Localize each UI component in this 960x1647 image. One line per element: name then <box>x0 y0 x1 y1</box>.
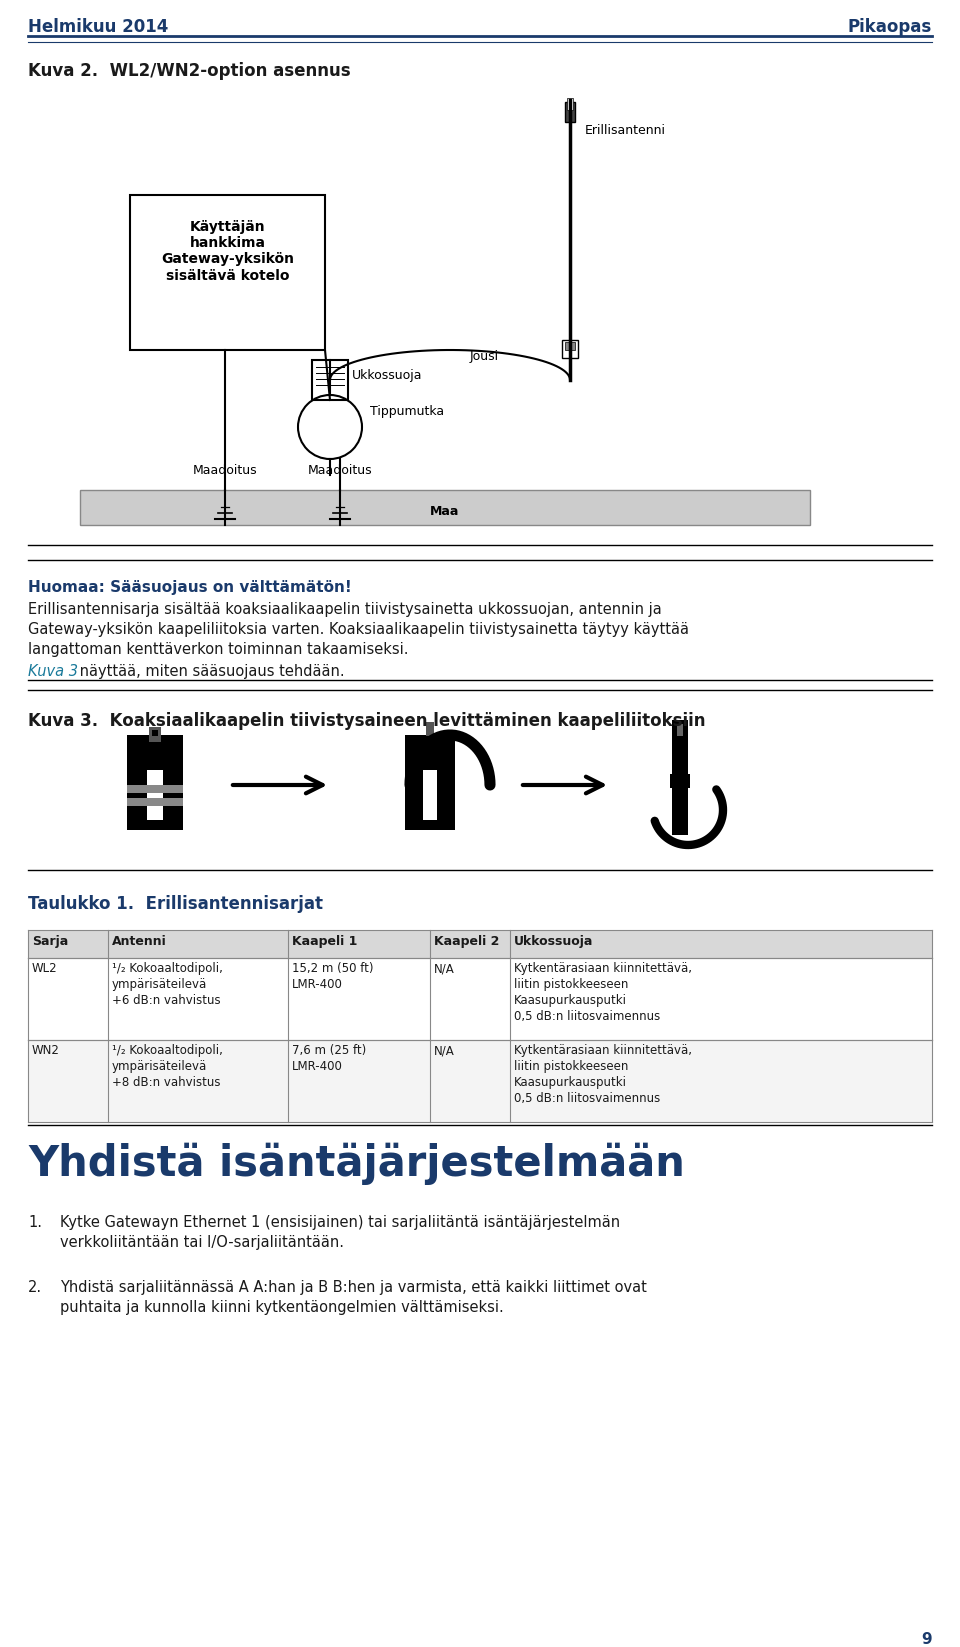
Bar <box>127 786 183 792</box>
Bar <box>567 99 573 110</box>
Bar <box>565 343 575 351</box>
Bar <box>147 771 163 820</box>
Text: Ukkossuoja: Ukkossuoja <box>514 935 593 949</box>
Text: Kytkentärasiaan kiinnitettävä,
liitin pistokkeeseen
Kaasupurkausputki
0,5 dB:n l: Kytkentärasiaan kiinnitettävä, liitin pi… <box>514 962 692 1023</box>
Text: Huomaa: Sääsuojaus on välttämätön!: Huomaa: Sääsuojaus on välttämätön! <box>28 580 351 595</box>
Bar <box>130 194 325 351</box>
Bar <box>312 361 348 400</box>
Text: 7,6 m (25 ft)
LMR-400: 7,6 m (25 ft) LMR-400 <box>292 1044 367 1072</box>
Bar <box>149 726 161 743</box>
Bar <box>426 721 434 736</box>
Text: Kuva 2.  WL2/WN2-option asennus: Kuva 2. WL2/WN2-option asennus <box>28 63 350 81</box>
Bar <box>405 735 455 830</box>
Bar <box>562 339 578 357</box>
Text: Kaapeli 1: Kaapeli 1 <box>292 935 357 949</box>
Text: N/A: N/A <box>434 1044 455 1057</box>
Text: Yhdistä sarjaliitännässä A A:han ja B B:hen ja varmista, että kaikki liittimet o: Yhdistä sarjaliitännässä A A:han ja B B:… <box>60 1280 647 1314</box>
Bar <box>565 102 575 122</box>
Text: Kuva 3.  Koaksiaalikaapelin tiivistysaineen levittäminen kaapeliliitoksiin: Kuva 3. Koaksiaalikaapelin tiivistysaine… <box>28 712 706 730</box>
Text: Pikaopas: Pikaopas <box>848 18 932 36</box>
Text: Tippumutka: Tippumutka <box>370 405 444 418</box>
Text: 1.: 1. <box>28 1215 42 1230</box>
Bar <box>677 725 683 736</box>
Text: 9: 9 <box>922 1632 932 1647</box>
Text: Kaapeli 2: Kaapeli 2 <box>434 935 499 949</box>
Text: N/A: N/A <box>434 962 455 975</box>
Bar <box>127 799 183 805</box>
Text: Kytke Gatewayn Ethernet 1 (ensisijainen) tai sarjaliitäntä isäntäjärjestelmän
ve: Kytke Gatewayn Ethernet 1 (ensisijainen)… <box>60 1215 620 1250</box>
Bar <box>80 491 810 525</box>
Text: Erillisantennisarja sisältää koaksiaalikaapelin tiivistysainetta ukkossuojan, an: Erillisantennisarja sisältää koaksiaalik… <box>28 603 689 657</box>
Text: Helmikuu 2014: Helmikuu 2014 <box>28 18 168 36</box>
Bar <box>28 1039 932 1122</box>
Text: Sarja: Sarja <box>32 935 68 949</box>
Text: ¹/₂ Kokoaaltodipoli,
ympärisäteilevä
+6 dB:n vahvistus: ¹/₂ Kokoaaltodipoli, ympärisäteilevä +6 … <box>112 962 223 1006</box>
Bar <box>28 931 932 959</box>
Text: Antenni: Antenni <box>112 935 167 949</box>
Text: Maadoitus: Maadoitus <box>193 464 257 478</box>
Text: WN2: WN2 <box>32 1044 60 1057</box>
Text: Maadoitus: Maadoitus <box>308 464 372 478</box>
Text: Ukkossuoja: Ukkossuoja <box>352 369 422 382</box>
Text: näyttää, miten sääsuojaus tehdään.: näyttää, miten sääsuojaus tehdään. <box>75 664 345 679</box>
Bar <box>672 720 688 835</box>
Bar <box>28 959 932 1039</box>
Text: Jousi: Jousi <box>470 351 499 362</box>
Text: Taulukko 1.  Erillisantennisarjat: Taulukko 1. Erillisantennisarjat <box>28 894 323 912</box>
Text: Maa: Maa <box>430 506 460 519</box>
Text: 2.: 2. <box>28 1280 42 1295</box>
Text: 15,2 m (50 ft)
LMR-400: 15,2 m (50 ft) LMR-400 <box>292 962 373 991</box>
Text: Yhdistä isäntäjärjestelmään: Yhdistä isäntäjärjestelmään <box>28 1143 684 1186</box>
Bar <box>127 735 183 830</box>
Text: Erillisantenni: Erillisantenni <box>585 124 666 137</box>
Text: Kuva 3: Kuva 3 <box>28 664 78 679</box>
Bar <box>670 774 690 787</box>
Text: ¹/₂ Kokoaaltodipoli,
ympärisäteilevä
+8 dB:n vahvistus: ¹/₂ Kokoaaltodipoli, ympärisäteilevä +8 … <box>112 1044 223 1089</box>
Text: Käyttäjän
hankkima
Gateway-yksikön
sisältävä kotelo: Käyttäjän hankkima Gateway-yksikön sisäl… <box>161 221 294 283</box>
Bar <box>152 730 158 736</box>
Bar <box>423 771 437 820</box>
Text: WL2: WL2 <box>32 962 58 975</box>
Text: Kytkentärasiaan kiinnitettävä,
liitin pistokkeeseen
Kaasupurkausputki
0,5 dB:n l: Kytkentärasiaan kiinnitettävä, liitin pi… <box>514 1044 692 1105</box>
